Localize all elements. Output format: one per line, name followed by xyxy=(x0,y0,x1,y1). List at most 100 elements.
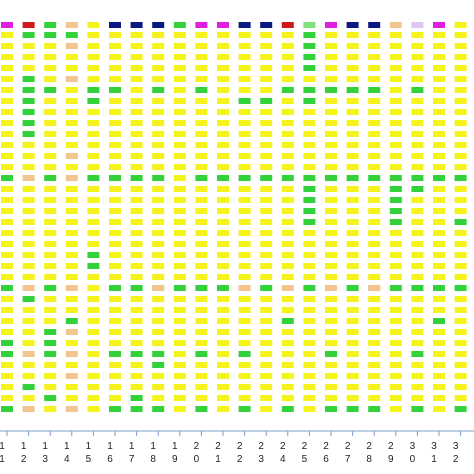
cell xyxy=(65,373,78,379)
cell xyxy=(454,208,467,214)
header-cell xyxy=(22,22,35,28)
x-tick-label: 30 xyxy=(407,441,418,467)
cell xyxy=(346,329,359,335)
cell xyxy=(260,384,273,390)
cell xyxy=(217,120,229,126)
cell xyxy=(1,197,13,203)
cell xyxy=(217,197,229,203)
cell xyxy=(65,318,78,324)
cell xyxy=(130,120,143,126)
cell xyxy=(65,131,78,137)
cell xyxy=(389,362,402,368)
cell xyxy=(281,98,294,104)
cell xyxy=(109,274,121,280)
cell xyxy=(173,131,186,137)
cell xyxy=(389,274,402,280)
cell xyxy=(44,164,57,170)
cell xyxy=(411,76,424,82)
cell xyxy=(130,351,143,357)
cell xyxy=(217,186,229,192)
cell xyxy=(44,274,57,280)
cell xyxy=(217,164,229,170)
cell xyxy=(281,384,294,390)
cell xyxy=(1,274,13,280)
cell xyxy=(260,340,273,346)
cell xyxy=(217,142,229,148)
cell xyxy=(173,329,186,335)
cell xyxy=(346,230,359,236)
cell xyxy=(195,98,208,104)
cell xyxy=(389,329,402,335)
cell xyxy=(368,307,381,313)
cell xyxy=(173,65,186,71)
cell xyxy=(152,241,165,247)
cell xyxy=(346,142,359,148)
cell xyxy=(346,65,359,71)
cell xyxy=(22,241,35,247)
cell xyxy=(411,164,424,170)
cell xyxy=(433,384,445,390)
cell xyxy=(65,109,78,115)
cell xyxy=(325,384,337,390)
cell xyxy=(281,296,294,302)
cell xyxy=(433,307,445,313)
cell xyxy=(303,43,316,49)
cell xyxy=(260,373,273,379)
cell xyxy=(389,43,402,49)
cell xyxy=(433,263,445,269)
cell xyxy=(238,384,251,390)
cell xyxy=(195,208,208,214)
cell xyxy=(281,87,294,93)
cell xyxy=(303,252,316,258)
x-tick-label: 14 xyxy=(61,441,72,467)
cell xyxy=(238,329,251,335)
cell xyxy=(325,318,337,324)
cell xyxy=(22,76,35,82)
cell xyxy=(454,175,467,181)
cell xyxy=(22,54,35,60)
cell xyxy=(22,351,35,357)
cell xyxy=(130,76,143,82)
cell xyxy=(433,406,445,412)
cell xyxy=(1,395,13,401)
cell xyxy=(260,285,273,291)
cell xyxy=(281,164,294,170)
cell xyxy=(411,175,424,181)
cell xyxy=(65,406,78,412)
cell xyxy=(454,395,467,401)
header-cell xyxy=(173,22,186,28)
cell xyxy=(22,208,35,214)
cell xyxy=(454,318,467,324)
x-tick-label: 15 xyxy=(83,441,94,467)
cell xyxy=(368,153,381,159)
cell xyxy=(303,351,316,357)
cell xyxy=(152,230,165,236)
cell xyxy=(65,120,78,126)
cell xyxy=(1,43,13,49)
cell xyxy=(44,142,57,148)
cell xyxy=(109,373,121,379)
cell xyxy=(1,351,13,357)
cell xyxy=(130,175,143,181)
cell xyxy=(238,208,251,214)
cell xyxy=(109,406,121,412)
cell xyxy=(130,241,143,247)
cell xyxy=(87,395,100,401)
cell xyxy=(346,263,359,269)
cell xyxy=(1,296,13,302)
cell xyxy=(238,241,251,247)
cell xyxy=(433,164,445,170)
cell xyxy=(368,373,381,379)
cell xyxy=(87,384,100,390)
cell xyxy=(454,351,467,357)
cell xyxy=(368,285,381,291)
cell xyxy=(217,252,229,258)
cell xyxy=(152,351,165,357)
cell xyxy=(368,263,381,269)
cell xyxy=(195,274,208,280)
cell xyxy=(109,395,121,401)
header-cell xyxy=(433,22,445,28)
header-cell xyxy=(130,22,143,28)
cell xyxy=(87,32,100,38)
